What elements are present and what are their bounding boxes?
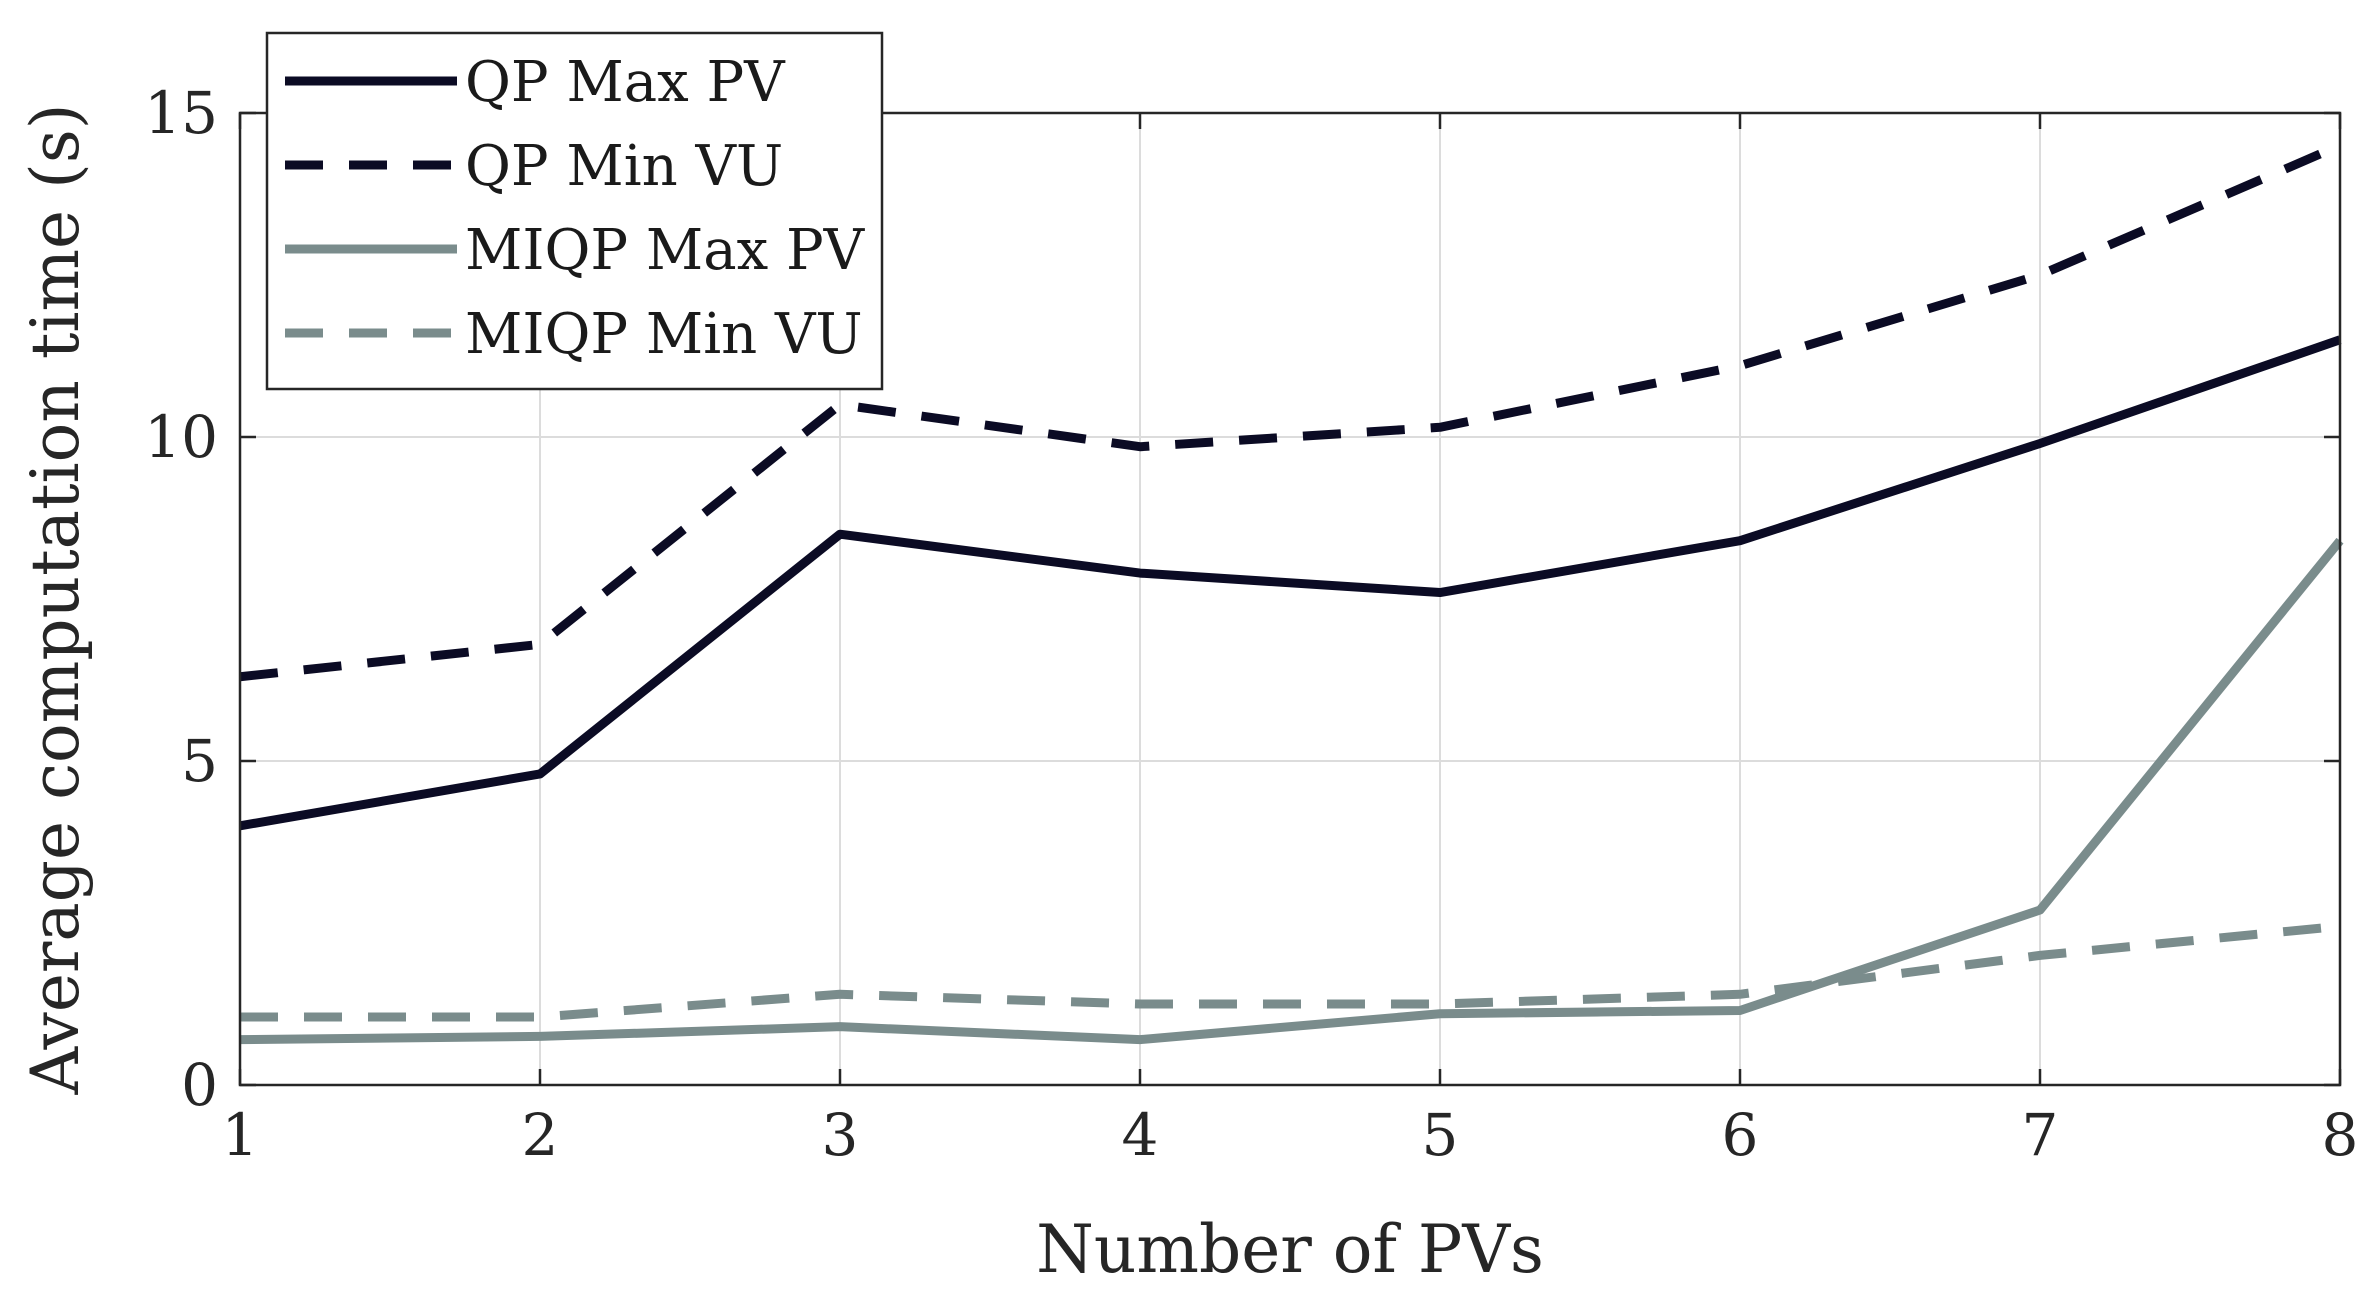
y-tick-label: 10 bbox=[144, 403, 218, 471]
x-tick-label: 7 bbox=[2022, 1101, 2059, 1169]
series-line-miqp-min-vu bbox=[240, 921, 2341, 1022]
series-lines bbox=[239, 141, 2344, 1045]
x-tick-label: 4 bbox=[1122, 1101, 1159, 1169]
x-tick-label: 6 bbox=[1722, 1101, 1759, 1169]
y-axis-label: Average computation time (s) bbox=[17, 104, 94, 1096]
legend-label: MIQP Max PV bbox=[465, 218, 866, 283]
y-tick-label: 5 bbox=[181, 727, 218, 795]
legend-label: QP Max PV bbox=[465, 50, 786, 115]
tick-labels: 1 2 3 4 5 6 7 8 0 5 10 15 bbox=[144, 79, 2358, 1169]
legend-entries: QP Max PV QP Min VU MIQP Max PV MIQP Min VU bbox=[285, 50, 866, 367]
legend-entry: QP Max PV bbox=[285, 50, 786, 115]
x-tick-label: 1 bbox=[222, 1101, 259, 1169]
legend-label: QP Min VU bbox=[465, 134, 783, 199]
x-tick-label: 5 bbox=[1422, 1101, 1459, 1169]
x-tick-label: 3 bbox=[822, 1101, 859, 1169]
legend: QP Max PV QP Min VU MIQP Max PV MIQP Min VU bbox=[265, 31, 884, 391]
legend-entry: MIQP Max PV bbox=[285, 218, 866, 283]
x-axis-label: Number of PVs bbox=[1036, 1211, 1544, 1288]
legend-entry: QP Min VU bbox=[285, 134, 783, 199]
series-line-qp-max-pv bbox=[239, 335, 2342, 831]
plot-area-frame bbox=[238, 111, 2342, 1087]
series-line-miqp-max-pv bbox=[239, 537, 2344, 1045]
legend-entry: MIQP Min VU bbox=[285, 302, 863, 367]
x-tick-label: 8 bbox=[2322, 1101, 2359, 1169]
x-tick-label: 2 bbox=[522, 1101, 559, 1169]
y-tick-label: 15 bbox=[144, 79, 218, 147]
legend-label: MIQP Min VU bbox=[465, 302, 863, 367]
series-line-qp-min-vu bbox=[239, 141, 2342, 682]
y-tick-label: 0 bbox=[181, 1051, 218, 1119]
